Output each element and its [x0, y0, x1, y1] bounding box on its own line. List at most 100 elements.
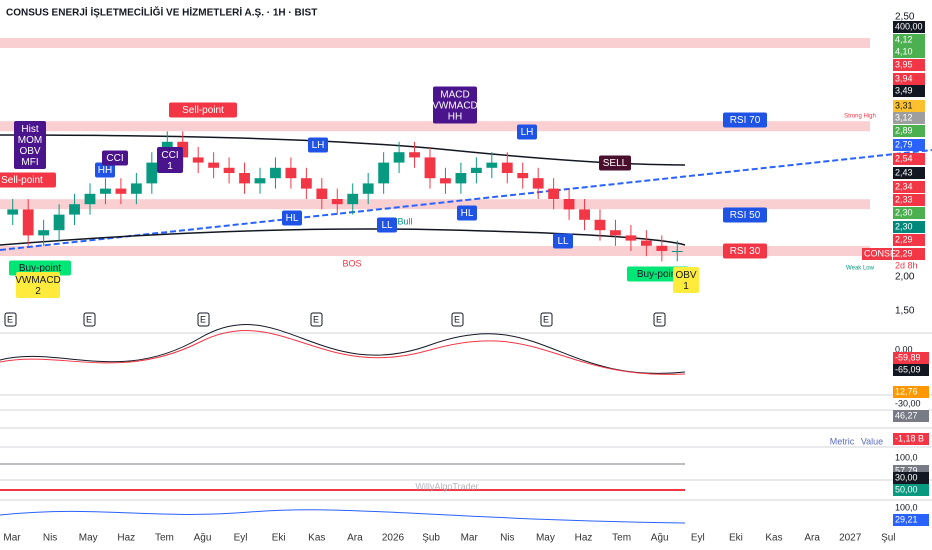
- candle-body: [610, 230, 621, 236]
- event-label: E: [454, 314, 460, 324]
- annotation: SELL: [599, 155, 631, 171]
- annotation-line: VWMACD: [432, 100, 478, 111]
- candle-body: [192, 157, 204, 163]
- annotation-label: Buy-point: [637, 269, 679, 280]
- event-label: E: [656, 314, 662, 324]
- annotation-label: SELL: [603, 158, 628, 169]
- annotation: VWMACD 2: [15, 272, 61, 298]
- price-badge-label: 2,30: [895, 221, 913, 231]
- annotation: HH: [95, 162, 115, 178]
- annotation-box: [169, 102, 237, 118]
- x-tick-label: May: [536, 533, 555, 544]
- price-badge-label: 2,33: [895, 194, 913, 204]
- annotation: LL: [377, 217, 397, 233]
- annotation-label: CCI 1: [161, 150, 178, 172]
- annotation-box: [723, 207, 767, 223]
- price-badge: [893, 194, 925, 206]
- annotation: CCI 1: [157, 147, 183, 173]
- x-tick-label: 2027: [839, 533, 862, 544]
- event-box: [4, 312, 17, 327]
- event-label: E: [7, 314, 13, 324]
- candle-body: [130, 183, 142, 194]
- oscillator-line: [0, 324, 686, 374]
- x-tick-label: Nis: [43, 533, 57, 544]
- event-box: [653, 312, 666, 327]
- candle-body: [378, 162, 390, 184]
- zone: [0, 246, 870, 256]
- annotation-box: [517, 124, 537, 140]
- annotation-line: Hist: [21, 124, 38, 135]
- annotation-label: LL: [381, 220, 393, 231]
- annotation-box: [723, 112, 767, 128]
- annotation-box: [599, 155, 631, 171]
- pane-badge: [893, 364, 929, 376]
- candle-body: [393, 152, 405, 163]
- price-badge: [893, 100, 925, 112]
- annotation-box: [433, 86, 477, 124]
- price-badge: [893, 85, 925, 97]
- annotation-label: HH: [98, 165, 112, 176]
- x-tick-label: Eki: [272, 533, 286, 544]
- candle-body: [208, 162, 220, 168]
- pane-badge: [893, 514, 929, 526]
- annotation: LL: [553, 233, 573, 249]
- candle-body: [470, 167, 482, 173]
- x-tick-label: Şul: [881, 533, 895, 544]
- annotation-box: [157, 147, 183, 173]
- label: BOS: [342, 258, 361, 268]
- annotation-box: [673, 267, 699, 293]
- x-tick-label: Eyl: [691, 533, 705, 544]
- x-tick-label: Eyl: [234, 533, 248, 544]
- annotation: LH: [308, 137, 328, 153]
- pane-badge-label: -1,18 B: [895, 433, 924, 443]
- x-tick-label: 2026: [382, 533, 405, 544]
- candle-body: [84, 193, 96, 205]
- annotation-label: RSI 50: [730, 210, 761, 221]
- x-tick-label: Haz: [117, 533, 135, 544]
- label: Value: [861, 436, 883, 446]
- x-tick-label: Ağu: [651, 533, 669, 544]
- pane-badge: [893, 452, 929, 464]
- x-tick-label: Tem: [155, 533, 174, 544]
- candle-body: [69, 204, 80, 215]
- annotation-label: HL: [286, 213, 299, 224]
- annotation: Sell-point: [0, 172, 56, 188]
- candle-body: [100, 188, 111, 194]
- price-badge: [893, 112, 925, 124]
- candle-body: [563, 199, 575, 210]
- price-badge-label: 3,94: [895, 73, 913, 83]
- annotation-label: Sell-point: [1, 175, 43, 186]
- pane-badge: [893, 433, 929, 445]
- x-tick-label: Ara: [804, 533, 820, 544]
- pane-badge-label: 29,21: [895, 514, 918, 524]
- x-tick-label: Haz: [575, 533, 593, 544]
- annotation: LH: [517, 124, 537, 140]
- price-badge-label: 2d 8h: [895, 260, 918, 270]
- price-badge-label: 2,34: [895, 181, 913, 191]
- x-tick-label: Eki: [729, 533, 743, 544]
- annotation-label: LL: [557, 236, 569, 247]
- pane-badge: [893, 484, 929, 496]
- price-badge: [893, 46, 925, 58]
- event-label: E: [86, 314, 92, 324]
- price-badge: [893, 153, 925, 165]
- annotation: Sell-point: [169, 102, 237, 118]
- annotation-label: MACD VWMACD HH: [432, 89, 478, 122]
- oscillator-line: [0, 509, 686, 524]
- pane-badge-label: 50,00: [895, 484, 918, 494]
- candle-body: [285, 167, 297, 179]
- candle-body: [548, 188, 560, 199]
- pane-badge-label: 57,79: [895, 465, 918, 475]
- zone: [0, 121, 870, 132]
- price-badge-label: CONSE: [864, 248, 896, 258]
- pane-badge: [893, 472, 929, 484]
- price-badge-label: 4,12: [895, 34, 913, 44]
- price-badge-label: 2,89: [895, 125, 913, 135]
- price-badge: [893, 181, 925, 193]
- candle-body: [115, 188, 127, 194]
- annotation-label: Sell-point: [182, 105, 224, 116]
- annotation: OBV 1: [673, 267, 699, 293]
- price-badge-label: 2,54: [895, 153, 913, 163]
- x-tick-label: Nis: [500, 533, 514, 544]
